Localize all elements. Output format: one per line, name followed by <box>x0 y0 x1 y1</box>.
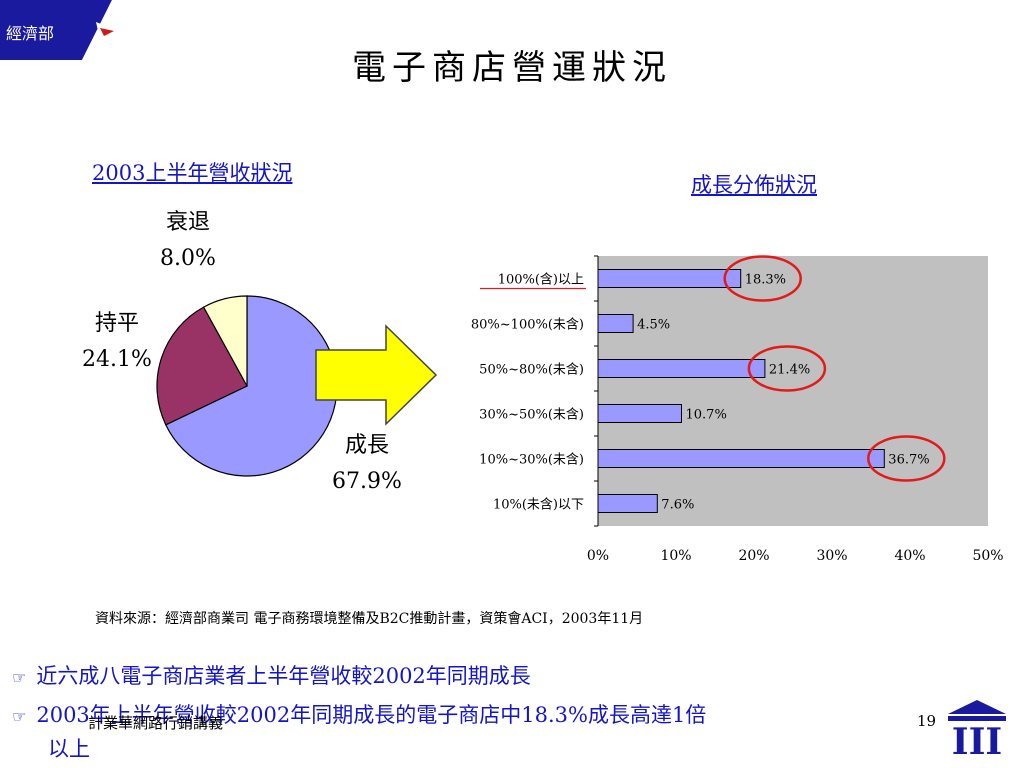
bar <box>597 269 742 288</box>
value-label: 7.6% <box>661 498 694 513</box>
footer-course-name: 計業華網路行銷講義 <box>88 714 224 732</box>
bar-chart-title[interactable]: 成長分佈狀況 <box>691 173 817 197</box>
pie-label-growth: 成長 67.9% <box>332 428 402 500</box>
category-label: 10%(未含)以下 <box>493 497 584 513</box>
x-tick-label: 20% <box>738 548 769 564</box>
bar <box>597 404 682 423</box>
category-label: 80%~100%(未含) <box>471 317 584 333</box>
category-label: 10%~30%(未含) <box>479 452 584 468</box>
value-label: 4.5% <box>637 318 670 333</box>
highlight-circle <box>867 435 946 482</box>
pie-label-decline: 衰退 8.0% <box>160 205 216 277</box>
ministry-logo-icon <box>96 22 116 40</box>
x-tick-label: 0% <box>587 548 609 564</box>
pie-label-decline-name: 衰退 <box>165 210 210 235</box>
pointing-hand-icon: ☞ <box>12 707 27 726</box>
ministry-name: 經濟部 <box>6 24 55 43</box>
right-arrow-icon <box>315 324 438 426</box>
x-tick-label: 10% <box>660 548 691 564</box>
pie-label-growth-name: 成長 <box>344 433 389 458</box>
bar <box>597 494 658 513</box>
value-label: 18.3% <box>745 273 786 288</box>
x-tick-label: 40% <box>894 548 925 564</box>
pie-slice-flat <box>156 306 248 426</box>
ministry-badge <box>0 0 118 60</box>
highlight-circle <box>747 345 827 392</box>
pie-label-flat-value: 24.1% <box>82 347 152 372</box>
pie-chart <box>156 295 338 477</box>
iii-logo-icon: III <box>948 700 1006 760</box>
bullet-continuation: 以上 <box>48 737 90 761</box>
highlight-circle <box>723 255 802 302</box>
value-label: 36.7% <box>888 453 929 468</box>
bullet-item: ☞ 近六成八電子商店業者上半年營收較2002年同期成長 <box>12 660 531 690</box>
bullet-text: 2003年上半年營收較2002年同期成長的電子商店中18.3%成長高達1倍 <box>36 703 707 727</box>
bullet-item: ☞ 2003年上半年營收較2002年同期成長的電子商店中18.3%成長高達1倍 <box>12 699 706 729</box>
category-label: 100%(含)以上 <box>498 272 584 288</box>
category-label: 30%~50%(未含) <box>479 407 584 423</box>
pie-slice-growth <box>165 295 338 477</box>
pie-label-growth-value: 67.9% <box>332 469 402 494</box>
bar <box>597 449 885 468</box>
pointing-hand-icon: ☞ <box>12 668 27 687</box>
bar-chart: 100%(含)以上 18.3% 80%~100%(未含) 4.5% 50%~80%(未含… <box>471 255 1004 564</box>
bullet-text: 近六成八電子商店業者上半年營收較2002年同期成長 <box>36 664 531 688</box>
pie-label-flat-name: 持平 <box>94 311 139 336</box>
pie-slice-decline <box>202 295 248 387</box>
value-label: 21.4% <box>769 363 810 378</box>
bar <box>597 314 634 333</box>
logo-text: III <box>952 721 1003 760</box>
page-number: 19 <box>917 712 937 730</box>
bar <box>597 359 766 378</box>
x-tick-label: 30% <box>816 548 847 564</box>
pie-chart-title[interactable]: 2003上半年營收狀況 <box>92 161 293 185</box>
value-label: 10.7% <box>686 408 727 423</box>
x-tick-label: 50% <box>972 548 1003 564</box>
pie-label-decline-value: 8.0% <box>160 246 216 271</box>
pie-label-flat: 持平 24.1% <box>82 306 152 378</box>
page-title: 電子商店營運狀況 <box>352 48 672 88</box>
source-note: 資料來源：經濟部商業司 電子商務環境整備及B2C推動計畫，資策會ACI，2003… <box>95 611 644 627</box>
category-label: 50%~80%(未含) <box>479 362 584 378</box>
